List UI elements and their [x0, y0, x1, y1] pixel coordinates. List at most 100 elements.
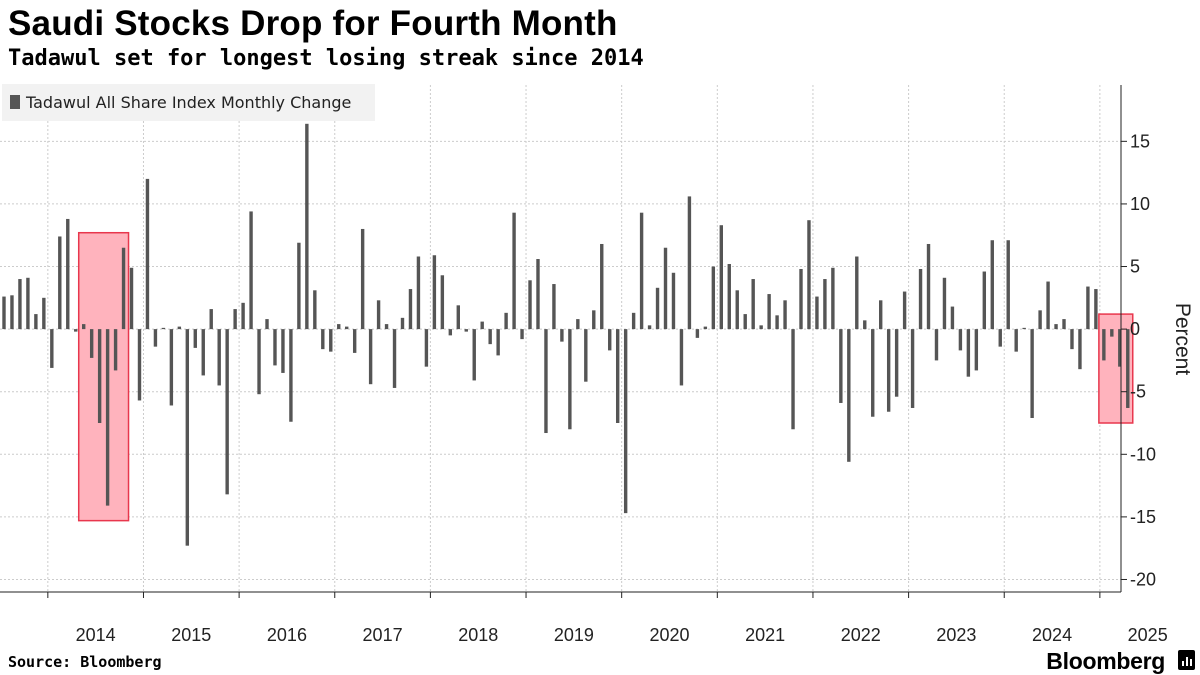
- bar: [647, 325, 652, 330]
- bar: [488, 329, 492, 345]
- bar: [512, 212, 516, 330]
- bar: [600, 243, 604, 330]
- bar: [799, 269, 803, 330]
- x-tick-label: 2019: [554, 625, 594, 645]
- bar: [910, 329, 915, 408]
- bar: [472, 329, 476, 381]
- x-tick-label: 2024: [1032, 625, 1072, 645]
- bar: [408, 289, 413, 330]
- bar: [129, 267, 134, 330]
- bar: [400, 317, 405, 330]
- bar: [18, 279, 22, 330]
- bar: [241, 302, 245, 330]
- bar: [352, 329, 357, 353]
- bloomberg-logo: Bloomberg: [1046, 648, 1165, 674]
- bar: [145, 178, 150, 330]
- bar: [663, 247, 668, 330]
- bar: [193, 329, 197, 348]
- bar: [297, 242, 301, 330]
- bar: [863, 320, 867, 330]
- x-tick-label: 2018: [458, 625, 498, 645]
- bar: [153, 329, 158, 347]
- bar: [568, 329, 572, 430]
- bar: [759, 325, 763, 330]
- bar: [918, 269, 923, 330]
- bar: [695, 329, 700, 338]
- bar: [440, 275, 445, 330]
- bar: [233, 309, 237, 330]
- bar: [480, 321, 484, 330]
- axis-labels: 15 10 5 0 -5 -10 -15 -20 2014 2015 2016 2017 2018 201…: [47, 131, 1168, 645]
- y-axis-label: Percent: [1171, 303, 1194, 376]
- bar: [831, 267, 835, 330]
- bar: [639, 212, 644, 330]
- bar: [26, 277, 30, 330]
- bar: [655, 287, 660, 330]
- bar: [1062, 319, 1066, 330]
- bar: [209, 309, 213, 330]
- bar: [345, 326, 349, 330]
- bar: [623, 329, 628, 514]
- bar: [1094, 289, 1098, 330]
- bar: [217, 329, 221, 386]
- bar: [496, 329, 500, 356]
- source-note: Source: Bloomberg: [8, 653, 162, 671]
- chart-subtitle: Tadawul set for longest losing streak si…: [8, 46, 644, 71]
- bar: [727, 264, 731, 330]
- bar: [448, 329, 453, 336]
- x-tick-label: 2017: [363, 625, 403, 645]
- bar: [42, 297, 46, 330]
- bar: [926, 243, 931, 330]
- bar: [958, 329, 963, 351]
- bar: [97, 329, 102, 423]
- y-tick-label: 15: [1130, 131, 1150, 151]
- bar: [1126, 329, 1130, 408]
- bar: [560, 329, 564, 342]
- bar: [2, 296, 6, 330]
- x-tick-label: 2014: [76, 625, 116, 645]
- legend-background: [2, 84, 375, 121]
- bar: [743, 314, 747, 330]
- x-tick-label: 2023: [936, 625, 976, 645]
- bar: [815, 296, 819, 330]
- bar: [257, 329, 261, 395]
- bar: [321, 329, 325, 350]
- bar: [464, 329, 468, 332]
- bar: [329, 329, 333, 352]
- bar: [934, 329, 939, 361]
- bar: [775, 315, 779, 330]
- bar: [105, 329, 110, 506]
- bar: [89, 329, 94, 358]
- bar: [879, 300, 883, 330]
- bar: [337, 324, 341, 330]
- bar: [121, 247, 126, 330]
- y-tick-label: -10: [1130, 444, 1156, 464]
- bar: [902, 291, 907, 330]
- bar: [1054, 324, 1058, 330]
- bar: [1038, 310, 1042, 330]
- bar: [950, 306, 955, 330]
- bar: [592, 310, 596, 330]
- bar: [82, 324, 86, 330]
- bar: [783, 300, 787, 330]
- bar: [289, 329, 293, 422]
- axes: [0, 85, 1122, 593]
- bar: [998, 329, 1002, 347]
- highlight-regions: [77, 231, 1134, 522]
- bar: [1022, 327, 1026, 330]
- bar: [520, 329, 524, 340]
- bar: [185, 329, 190, 546]
- x-tick-label: 2015: [171, 625, 211, 645]
- bar: [894, 329, 899, 397]
- bar: [177, 326, 182, 330]
- bar: [1110, 329, 1114, 337]
- bar: [584, 329, 588, 382]
- bar: [576, 319, 580, 330]
- bar: [719, 225, 723, 330]
- bar: [1102, 329, 1106, 361]
- legend-label: Tadawul All Share Index Monthly Change: [25, 93, 351, 112]
- bar: [1014, 329, 1018, 352]
- bar: [847, 329, 851, 462]
- y-tick-label: 5: [1130, 257, 1140, 277]
- bar: [711, 266, 716, 330]
